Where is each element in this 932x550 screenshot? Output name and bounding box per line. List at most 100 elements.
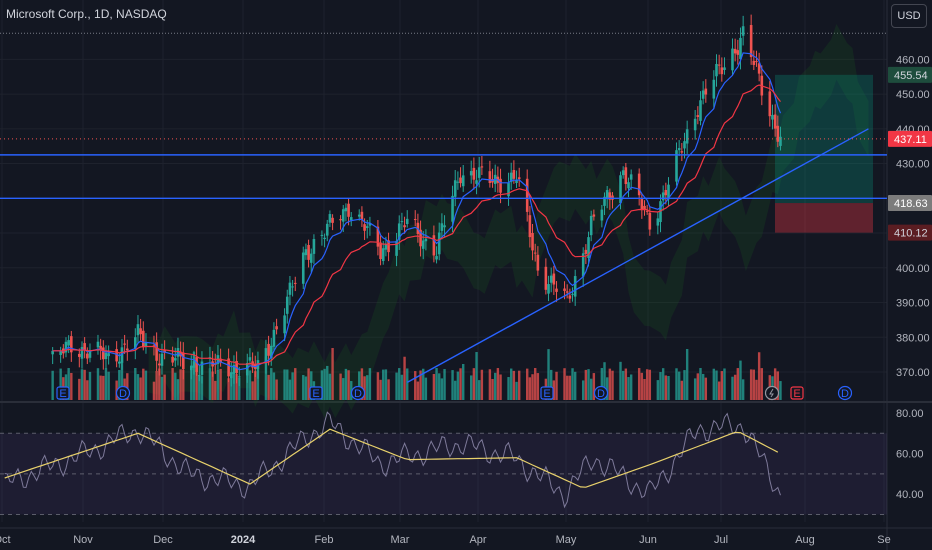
candle-body <box>405 218 409 225</box>
volume-bar <box>776 371 780 400</box>
candle-body <box>360 211 364 221</box>
dividend-icon-label: D <box>841 388 849 400</box>
volume-bar <box>773 368 777 400</box>
volume-bar <box>645 369 649 400</box>
volume-bar <box>67 368 70 400</box>
candle-body <box>339 219 342 221</box>
candle-body <box>685 129 689 144</box>
volume-bar <box>406 368 409 400</box>
candle-body <box>555 288 558 292</box>
volume-bar <box>608 368 612 400</box>
volume-bar <box>565 375 569 400</box>
earnings-icon-label: E <box>59 388 66 400</box>
volume-bar <box>494 372 497 400</box>
volume-bar <box>160 376 164 400</box>
candle-body <box>107 353 110 357</box>
volume-bar <box>267 374 270 400</box>
candle-body <box>144 342 148 348</box>
time-tick-label: Jul <box>714 534 728 546</box>
volume-bar <box>581 380 585 400</box>
volume-bar <box>499 374 502 400</box>
volume-bar <box>424 377 428 400</box>
price-tick-label: 390.00 <box>896 298 930 310</box>
volume-bar <box>230 373 233 400</box>
currency-button[interactable]: USD <box>891 4 927 28</box>
volume-bar <box>752 369 756 400</box>
candle-body <box>619 175 622 203</box>
candle-body <box>229 372 233 379</box>
candle-body <box>341 209 345 222</box>
volume-bar <box>118 369 121 400</box>
volume-bar <box>200 376 204 400</box>
volume-bar <box>83 369 86 400</box>
volume-bar <box>360 368 364 400</box>
candle-body <box>368 223 372 226</box>
candle-body <box>176 348 180 357</box>
time-tick-label: Se <box>877 534 890 546</box>
volume-bar <box>563 368 566 400</box>
candle-body <box>453 180 457 197</box>
candle-body <box>621 170 625 176</box>
volume-bar <box>731 376 734 400</box>
candle-body <box>307 245 310 260</box>
candle-body <box>752 60 756 65</box>
candle-body <box>275 326 278 330</box>
candle-body <box>379 242 382 260</box>
volume-bar <box>363 376 366 400</box>
candle-body <box>723 67 726 70</box>
candle-body <box>603 196 606 206</box>
candle-body <box>509 172 513 183</box>
volume-bar <box>227 378 230 400</box>
earnings-icon <box>540 386 554 400</box>
volume-bar <box>120 349 124 400</box>
candle-body <box>488 171 492 183</box>
dividend-icon <box>837 385 853 401</box>
volume-bar <box>254 371 257 400</box>
candle-body <box>118 361 121 364</box>
volume-bar <box>621 370 625 400</box>
candle-body <box>88 349 92 358</box>
volume-bar <box>152 381 156 400</box>
volume-bar <box>515 381 518 400</box>
candle-body <box>680 151 684 153</box>
earnings-icon-label: E <box>793 388 800 400</box>
candle-body <box>741 26 745 36</box>
candle-body <box>499 178 502 193</box>
candle-body <box>51 350 54 355</box>
ema-slow-line <box>52 84 781 365</box>
candle-body <box>675 150 678 182</box>
volume-bar <box>78 378 81 400</box>
volume-bar <box>488 369 492 400</box>
candle-body <box>269 345 273 359</box>
volume-bar <box>587 369 590 400</box>
rsi-line <box>4 411 781 509</box>
candle-body <box>645 210 649 212</box>
volume-bar <box>414 371 417 400</box>
volume-bar <box>382 369 385 400</box>
volume-bar <box>136 374 140 400</box>
earnings-icon <box>309 386 323 400</box>
candle-body <box>357 214 361 217</box>
dividend-icon-label: D <box>597 388 605 400</box>
volume-bar <box>699 368 702 400</box>
volume-bar <box>275 379 278 400</box>
candle-body <box>126 348 129 351</box>
volume-bar <box>510 368 513 400</box>
volume-bar <box>723 368 726 400</box>
drawn-lines[interactable] <box>0 128 887 384</box>
position-loss-zone <box>775 203 873 233</box>
volume-bar <box>142 368 145 400</box>
candle-body <box>363 224 366 231</box>
volume-bar <box>286 369 289 400</box>
candle-body <box>232 364 236 374</box>
volume-bar <box>600 368 604 400</box>
volume-bar <box>198 375 201 400</box>
candle-body <box>704 88 708 95</box>
volume-bar <box>283 369 286 400</box>
candle-body <box>123 343 126 345</box>
candle-body <box>419 229 422 247</box>
candle-body <box>656 218 660 226</box>
volume-bar <box>675 368 678 400</box>
candle-body <box>587 237 590 258</box>
